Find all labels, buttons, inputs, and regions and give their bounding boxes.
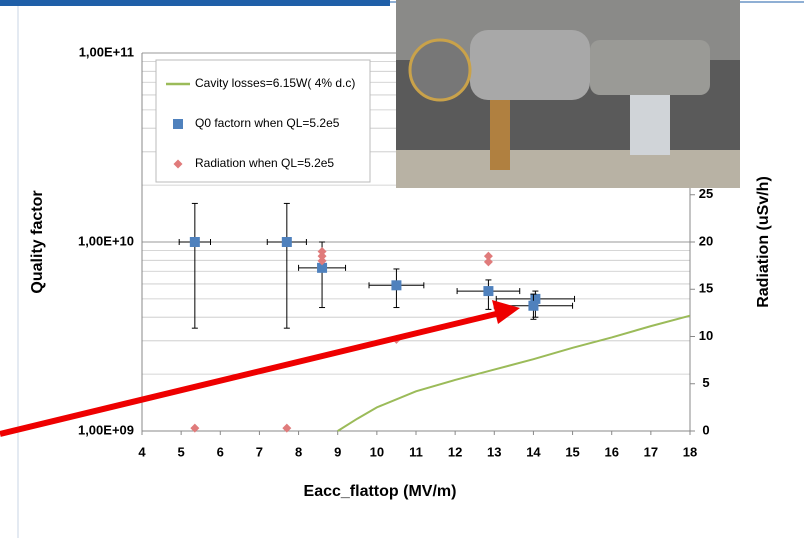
x-tick-label: 18 (683, 444, 697, 459)
x-tick-label: 16 (604, 444, 618, 459)
square-marker (282, 237, 292, 247)
square-marker (173, 119, 183, 129)
page: 1,00E+09 1,00E+10 1,00E+11 0 5 10 15 20 25 4 5 6 7 8 9… (0, 0, 804, 538)
photo-floor (396, 150, 740, 188)
slide: 1,00E+09 1,00E+10 1,00E+11 0 5 10 15 20 25 4 5 6 7 8 9… (0, 0, 804, 538)
square-marker (483, 286, 493, 296)
x-tick-label: 6 (217, 444, 224, 459)
arrow-head (492, 300, 520, 324)
photo-flange (410, 40, 470, 100)
x-tick-label: 15 (565, 444, 579, 459)
photo-cryostat (590, 40, 710, 95)
x-tick-label: 12 (448, 444, 462, 459)
square-marker (391, 280, 401, 290)
y2-tick-label: 0 (702, 422, 709, 437)
x-tick-label: 13 (487, 444, 501, 459)
photo-cryostat (470, 30, 590, 100)
square-marker (190, 237, 200, 247)
y-tick-label: 1,00E+09 (78, 422, 134, 437)
y-tick-label: 1,00E+11 (79, 44, 134, 59)
y-axis-label: Quality factor (29, 190, 46, 293)
x-tick-label: 17 (644, 444, 658, 459)
x-axis-label: Eacc_flattop (MV/m) (304, 483, 457, 500)
loss-curve (338, 316, 690, 431)
x-tick-label: 7 (256, 444, 263, 459)
photo-coupler (490, 100, 510, 170)
x-tick-label: 14 (526, 444, 541, 459)
y2-tick-label: 5 (702, 375, 709, 390)
y2-tick-label: 20 (699, 233, 713, 248)
x-tick-label: 10 (370, 444, 384, 459)
x-tick-label: 8 (295, 444, 302, 459)
y2-tick-label: 10 (699, 328, 713, 343)
header-bar (0, 0, 390, 6)
y2-tick-label: 15 (699, 281, 713, 296)
legend-label: Radiation when QL=5.2e5 (195, 156, 334, 170)
diamond-marker (318, 247, 327, 256)
arrow-shaft (0, 313, 500, 434)
y2-tick-label: 25 (699, 186, 713, 201)
diamond-marker (484, 252, 493, 261)
x-tick-label: 11 (409, 444, 423, 459)
photo (396, 0, 740, 188)
x-tick-label: 5 (178, 444, 185, 459)
legend-label: Q0 factorn when QL=5.2e5 (195, 116, 340, 130)
x-tick-label: 9 (334, 444, 341, 459)
square-marker (528, 301, 538, 311)
photo-stand (630, 95, 670, 155)
legend-label: Cavity losses=6.15W( 4% d.c) (195, 76, 355, 90)
y-tick-label: 1,00E+10 (78, 233, 134, 248)
y2-axis-label: Radiation (uSv/h) (755, 176, 772, 308)
x-tick-label: 4 (138, 444, 146, 459)
